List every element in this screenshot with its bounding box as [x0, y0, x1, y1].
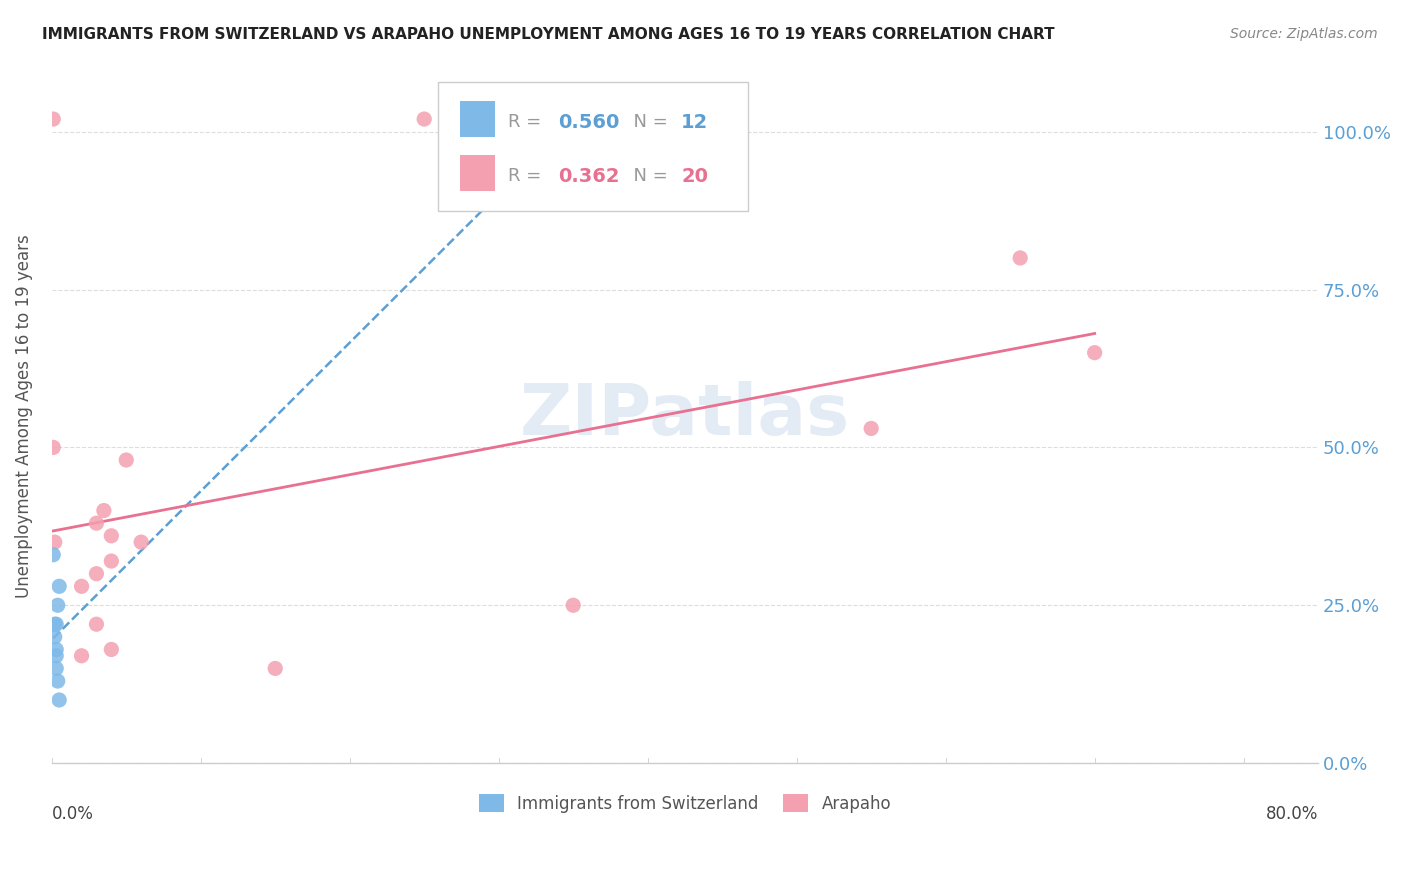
- Point: [93, 503, 115, 517]
- Text: 80.0%: 80.0%: [1265, 805, 1319, 822]
- Text: ZIPatlas: ZIPatlas: [520, 381, 851, 450]
- Point: [562, 112, 585, 126]
- Point: [100, 642, 122, 657]
- Point: [48, 693, 70, 707]
- Text: N =: N =: [621, 113, 673, 131]
- Point: [45, 661, 67, 675]
- Text: 20: 20: [681, 167, 709, 186]
- Text: N =: N =: [621, 167, 673, 186]
- Point: [48, 579, 70, 593]
- Point: [45, 648, 67, 663]
- FancyBboxPatch shape: [460, 155, 495, 192]
- Point: [100, 554, 122, 568]
- Point: [70, 648, 93, 663]
- Y-axis label: Unemployment Among Ages 16 to 19 years: Unemployment Among Ages 16 to 19 years: [15, 234, 32, 598]
- Point: [562, 599, 585, 613]
- Point: [86, 617, 108, 632]
- Point: [42, 548, 65, 562]
- Point: [264, 661, 287, 675]
- Text: 0.362: 0.362: [558, 167, 620, 186]
- Text: Source: ZipAtlas.com: Source: ZipAtlas.com: [1230, 27, 1378, 41]
- Point: [45, 642, 67, 657]
- Point: [44, 617, 66, 632]
- Point: [129, 535, 152, 549]
- Point: [1084, 345, 1107, 359]
- Text: R =: R =: [508, 167, 547, 186]
- Point: [86, 516, 108, 531]
- Point: [100, 529, 122, 543]
- FancyBboxPatch shape: [439, 82, 748, 211]
- Text: R =: R =: [508, 113, 547, 131]
- Point: [860, 421, 883, 435]
- Point: [44, 630, 66, 644]
- FancyBboxPatch shape: [460, 101, 495, 137]
- Point: [42, 441, 65, 455]
- Point: [115, 453, 138, 467]
- Text: 0.0%: 0.0%: [52, 805, 94, 822]
- Text: 0.560: 0.560: [558, 112, 620, 131]
- Text: IMMIGRANTS FROM SWITZERLAND VS ARAPAHO UNEMPLOYMENT AMONG AGES 16 TO 19 YEARS CO: IMMIGRANTS FROM SWITZERLAND VS ARAPAHO U…: [42, 27, 1054, 42]
- Point: [44, 535, 66, 549]
- Point: [46, 599, 69, 613]
- Legend: Immigrants from Switzerland, Arapaho: Immigrants from Switzerland, Arapaho: [467, 783, 903, 824]
- Point: [1010, 251, 1032, 265]
- Point: [45, 617, 67, 632]
- Point: [46, 673, 69, 688]
- Text: 12: 12: [681, 112, 709, 131]
- Point: [86, 566, 108, 581]
- Point: [42, 112, 65, 126]
- Point: [413, 112, 436, 126]
- Point: [70, 579, 93, 593]
